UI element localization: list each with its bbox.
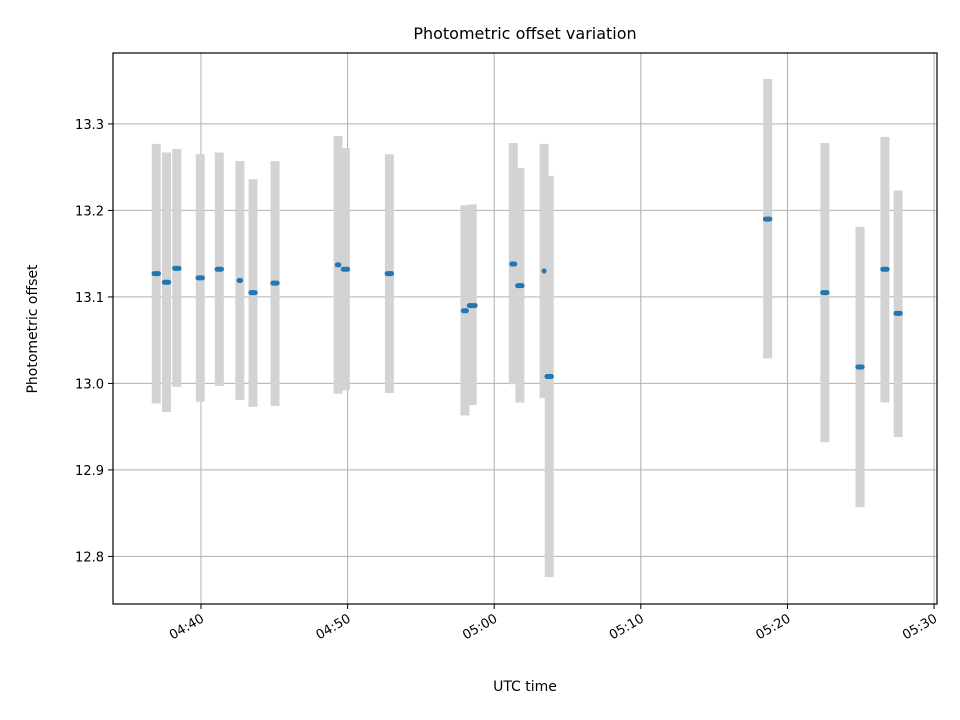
plot-frame [112,52,938,605]
y-tick-label: 12.9 [75,464,104,479]
y-tick-label: 13.1 [75,291,104,306]
y-tick-label: 13.2 [75,204,104,219]
y-tick-label: 13.0 [75,377,104,392]
y-tick-label: 13.3 [75,118,104,133]
data-points [151,216,903,380]
y-axis-label: Photometric offset [25,264,41,394]
x-axis-label: UTC time [493,679,557,695]
chart-title: Photometric offset variation [413,24,636,43]
y-tick-label: 12.8 [75,550,104,565]
y-axis-ticks: 12.8 12.9 13.0 13.1 13.2 13.3 [75,118,113,565]
